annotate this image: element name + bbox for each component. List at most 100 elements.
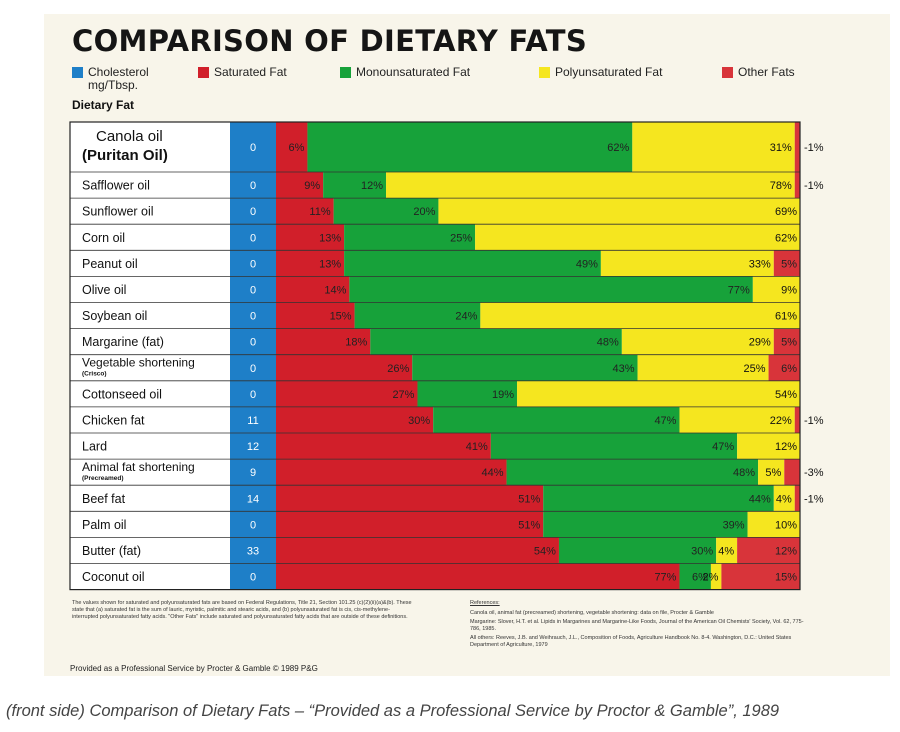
outside-label-beef-fat: -1% <box>804 493 824 505</box>
poly-label-cottonseed-oil: 54% <box>775 389 797 401</box>
other-bar-peanut-oil <box>773 250 800 277</box>
references-heading: References: <box>470 600 500 606</box>
row-name-coconut-oil: Coconut oil <box>82 570 145 584</box>
saturated-label-beef-fat: 51% <box>518 493 540 505</box>
poly-label-corn-oil: 62% <box>775 232 797 244</box>
legend-swatch-poly <box>539 67 550 78</box>
saturated-bar-safflower-oil <box>276 172 324 199</box>
saturated-bar-canola-oil <box>276 122 308 172</box>
saturated-bar-cottonseed-oil <box>276 380 418 407</box>
saturated-label-palm-oil: 51% <box>518 519 540 531</box>
cholesterol-value-beef-fat: 14 <box>247 493 259 505</box>
outside-label-safflower-oil: -1% <box>804 180 824 192</box>
poly-label-coconut-oil: 2% <box>702 572 718 584</box>
other-bar-coconut-oil <box>721 563 800 590</box>
row-name-vegetable-shortening: Vegetable shortening <box>82 356 195 370</box>
mono-label-animal-fat-shortening: 48% <box>733 467 755 479</box>
saturated-bar-butter-fat <box>276 537 559 564</box>
chart-frame <box>69 121 801 591</box>
row-name-sunflower-oil: Sunflower oil <box>82 205 154 219</box>
poly-bar-chicken-fat <box>679 406 795 433</box>
cholesterol-value-lard: 12 <box>247 441 259 453</box>
legend-label-cholesterol: Cholesterol <box>88 65 149 79</box>
mono-bar-corn-oil <box>344 224 476 251</box>
mono-bar-soybean-oil <box>354 302 481 329</box>
cholesterol-value-corn-oil: 0 <box>250 232 256 244</box>
legend-label-mono: Monounsaturated Fat <box>356 65 471 79</box>
poly-bar-lard <box>737 433 800 460</box>
mono-bar-coconut-oil <box>679 563 711 590</box>
saturated-label-coconut-oil: 77% <box>654 572 676 584</box>
cholesterol-value-butter-fat: 33 <box>247 545 259 557</box>
poly-bar-beef-fat <box>773 485 795 512</box>
poly-bar-palm-oil <box>747 511 800 538</box>
saturated-label-peanut-oil: 13% <box>319 258 341 270</box>
references: References: Canola oil, animal fat (prec… <box>470 600 810 649</box>
row-header-label: Dietary Fat <box>72 98 135 112</box>
legend-other: Other Fats <box>722 65 795 79</box>
saturated-label-sunflower-oil: 11% <box>309 206 330 218</box>
poly-bar-butter-fat <box>716 537 738 564</box>
saturated-bar-coconut-oil <box>276 563 680 590</box>
saturated-label-cottonseed-oil: 27% <box>392 389 414 401</box>
mono-label-soybean-oil: 24% <box>455 311 477 323</box>
mono-bar-beef-fat <box>543 485 774 512</box>
mono-bar-margarine-fat <box>370 328 622 355</box>
other-label-vegetable-shortening: 6% <box>781 363 797 375</box>
chart-title: COMPARISON OF DIETARY FATS <box>72 24 588 58</box>
cholesterol-value-soybean-oil: 0 <box>250 311 256 323</box>
cholesterol-value-coconut-oil: 0 <box>250 572 256 584</box>
poly-label-animal-fat-shortening: 5% <box>765 467 781 479</box>
saturated-label-corn-oil: 13% <box>319 232 341 244</box>
row-name-corn-oil: Corn oil <box>82 231 125 245</box>
poly-bar-peanut-oil <box>600 250 774 277</box>
mono-label-palm-oil: 39% <box>723 519 745 531</box>
row-name-butter-fat: Butter (fat) <box>82 544 141 558</box>
mono-label-coconut-oil: 6% <box>692 572 708 584</box>
legend-label-other: Other Fats <box>738 65 795 79</box>
provided-by-line: Provided as a Professional Service by Pr… <box>70 664 318 673</box>
outside-label-animal-fat-shortening: -3% <box>804 467 824 479</box>
poly-label-margarine-fat: 29% <box>749 337 771 349</box>
mono-label-lard: 47% <box>712 441 734 453</box>
row-name-canola-oil: Canola oil <box>96 128 163 145</box>
saturated-label-safflower-oil: 9% <box>304 180 320 192</box>
cholesterol-value-cottonseed-oil: 0 <box>250 389 256 401</box>
saturated-bar-corn-oil <box>276 224 345 251</box>
mono-bar-vegetable-shortening <box>412 354 638 381</box>
mono-bar-cottonseed-oil <box>417 380 518 407</box>
mono-bar-sunflower-oil <box>333 198 439 225</box>
saturated-label-canola-oil: 6% <box>289 142 305 154</box>
legend-cholesterol: Cholesterol mg/Tbsp. <box>72 65 149 92</box>
mono-bar-peanut-oil <box>344 250 601 277</box>
mono-label-olive-oil: 77% <box>728 284 750 296</box>
cholesterol-value-animal-fat-shortening: 9 <box>250 467 256 479</box>
poly-bar-cottonseed-oil <box>517 380 800 407</box>
cholesterol-value-safflower-oil: 0 <box>250 180 256 192</box>
mono-label-beef-fat: 44% <box>749 493 771 505</box>
poly-bar-sunflower-oil <box>438 198 800 225</box>
mono-label-vegetable-shortening: 43% <box>613 363 635 375</box>
mono-label-chicken-fat: 47% <box>654 415 676 427</box>
mono-bar-butter-fat <box>558 537 717 564</box>
row-name-beef-fat: Beef fat <box>82 492 126 506</box>
poly-bar-olive-oil <box>752 276 800 303</box>
poly-bar-animal-fat-shortening <box>758 459 785 486</box>
other-label-butter-fat: 12% <box>775 545 797 557</box>
poly-label-butter-fat: 4% <box>718 545 734 557</box>
reference-line-2: Margarine: Slover, H.T. et al. Lipids in… <box>470 619 804 632</box>
row-name-soybean-oil: Soybean oil <box>82 309 147 323</box>
mono-label-butter-fat: 30% <box>691 545 713 557</box>
cholesterol-value-palm-oil: 0 <box>250 519 256 531</box>
saturated-bar-vegetable-shortening <box>276 354 413 381</box>
row-name-lard: Lard <box>82 440 107 454</box>
other-bar-butter-fat <box>737 537 800 564</box>
saturated-bar-chicken-fat <box>276 406 434 433</box>
saturated-label-lard: 41% <box>466 441 488 453</box>
legend-poly: Polyunsaturated Fat <box>539 66 662 79</box>
saturated-bar-palm-oil <box>276 511 544 538</box>
poly-bar-soybean-oil <box>480 302 800 329</box>
cholesterol-value-chicken-fat: 11 <box>247 415 258 427</box>
row-name-safflower-oil: Safflower oil <box>82 179 150 193</box>
poly-label-sunflower-oil: 69% <box>775 206 797 218</box>
